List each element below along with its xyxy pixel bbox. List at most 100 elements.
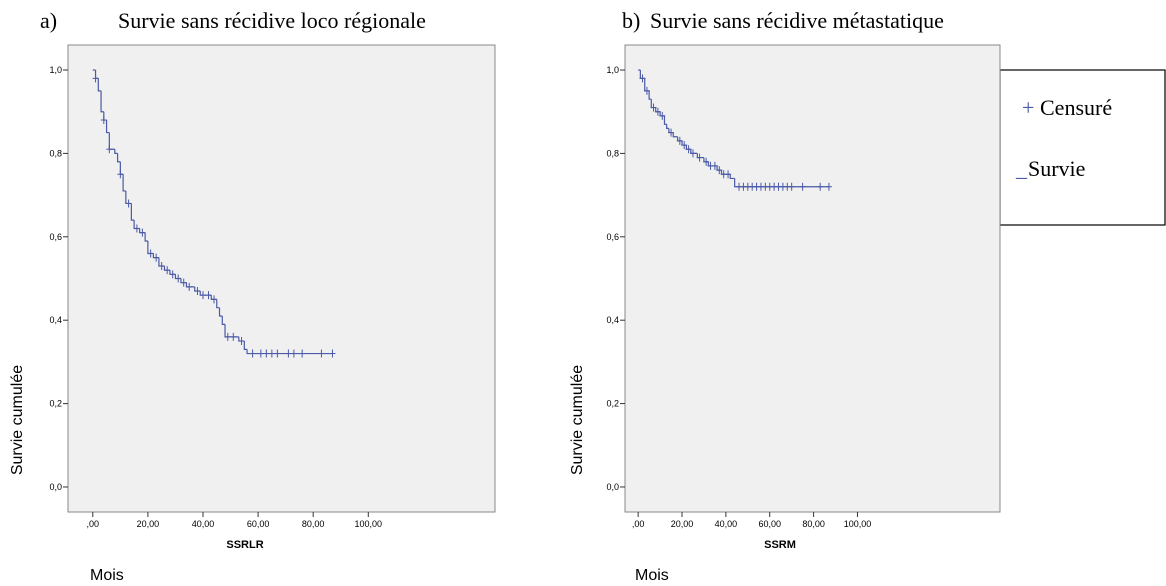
y-tick-label: 0,0	[49, 482, 62, 492]
x-tick-label: 100,00	[355, 519, 383, 529]
censor-mark	[224, 332, 231, 341]
censor-mark	[285, 349, 292, 358]
y-tick-label: 0,8	[606, 148, 619, 158]
censor-mark	[164, 266, 171, 275]
censor-mark	[654, 107, 661, 116]
censor-mark	[696, 153, 703, 162]
plot-area	[67, 44, 496, 513]
survival-step	[648, 90, 652, 100]
censor-mark	[175, 274, 182, 283]
censor-mark	[238, 337, 245, 346]
censor-mark	[299, 349, 306, 358]
y-tick-label: 1,0	[606, 65, 619, 75]
survival-step	[97, 78, 102, 92]
y-tick-label: 0,0	[606, 482, 619, 492]
survival-step	[663, 115, 667, 125]
legend-label: Survie	[1028, 156, 1085, 181]
censor-mark	[290, 349, 297, 358]
y-tick-label: 0,4	[606, 315, 619, 325]
censor-mark	[117, 170, 124, 179]
y-axis-label: Survie cumulée	[569, 365, 586, 475]
panel-label: b)	[622, 8, 640, 33]
censor-mark	[650, 103, 657, 112]
chart-title: Survie sans récidive métastatique	[650, 8, 944, 33]
censor-mark	[199, 291, 206, 300]
y-tick-label: 0,6	[606, 232, 619, 242]
x-tick-label: 100,00	[844, 519, 872, 529]
censor-mark	[257, 349, 264, 358]
censor-mark	[147, 249, 154, 258]
censor-mark	[139, 228, 146, 237]
panel-label: a)	[40, 8, 57, 33]
censor-mark	[133, 224, 140, 233]
legend-symbol: +	[1022, 95, 1034, 120]
survival-step	[666, 124, 669, 129]
censor-mark	[211, 295, 218, 304]
censor-mark	[249, 349, 256, 358]
censor-mark	[268, 349, 275, 358]
x-axis-label: SSRLR	[226, 539, 263, 551]
x-tick-label: 40,00	[192, 519, 215, 529]
censor-mark	[318, 349, 325, 358]
censor-mark	[92, 74, 99, 83]
censor-mark	[639, 74, 646, 83]
censor-mark	[716, 166, 723, 175]
y-tick-label: 0,2	[606, 399, 619, 409]
censor-mark	[274, 349, 281, 358]
x-tick-label: ,00	[632, 519, 645, 529]
censor-mark	[125, 199, 132, 208]
survival-step	[130, 203, 135, 221]
survival-step	[729, 174, 735, 180]
legend-label: Censuré	[1040, 95, 1112, 120]
survival-step	[221, 316, 226, 325]
survival-step	[116, 153, 121, 163]
survival-step	[218, 307, 223, 317]
survival-step	[144, 232, 148, 242]
x-note: Mois	[90, 567, 124, 584]
censor-mark	[681, 141, 688, 150]
censor-mark	[703, 157, 710, 166]
survival-step	[216, 299, 220, 309]
censor-mark	[825, 182, 832, 191]
x-note: Mois	[635, 567, 669, 584]
legend-box	[999, 69, 1166, 226]
censor-mark	[725, 170, 732, 179]
censor-mark	[329, 349, 336, 358]
x-tick-label: 20,00	[671, 519, 694, 529]
censor-mark	[643, 86, 650, 95]
y-axis-label: Survie cumulée	[9, 365, 26, 475]
survival-step	[105, 120, 110, 134]
censor-mark	[180, 278, 187, 287]
x-axis-label: SSRM	[764, 539, 796, 551]
censor-mark	[106, 145, 113, 154]
censor-mark	[668, 128, 675, 137]
x-tick-label: 80,00	[802, 519, 825, 529]
survival-step	[114, 149, 118, 155]
censor-mark	[205, 291, 212, 300]
y-tick-label: 0,8	[49, 148, 62, 158]
censor-mark	[158, 261, 165, 270]
censor-mark	[169, 270, 176, 279]
survival-step	[100, 90, 104, 113]
y-tick-label: 0,6	[49, 232, 62, 242]
x-tick-label: 60,00	[247, 519, 270, 529]
x-tick-label: 80,00	[302, 519, 325, 529]
censor-mark	[799, 182, 806, 191]
censor-mark	[788, 182, 795, 191]
x-tick-label: 20,00	[137, 519, 160, 529]
censor-mark	[230, 332, 237, 341]
y-tick-label: 0,2	[49, 399, 62, 409]
censor-mark	[711, 161, 718, 170]
censor-mark	[194, 287, 201, 296]
censor-mark	[659, 111, 666, 120]
survival-step	[243, 341, 248, 350]
censor-mark	[186, 282, 193, 291]
survival-step	[734, 178, 829, 188]
x-tick-label: ,00	[87, 519, 100, 529]
censor-mark	[153, 253, 160, 262]
y-tick-label: 0,4	[49, 315, 62, 325]
censor-mark	[817, 182, 824, 191]
censor-mark	[100, 116, 107, 125]
